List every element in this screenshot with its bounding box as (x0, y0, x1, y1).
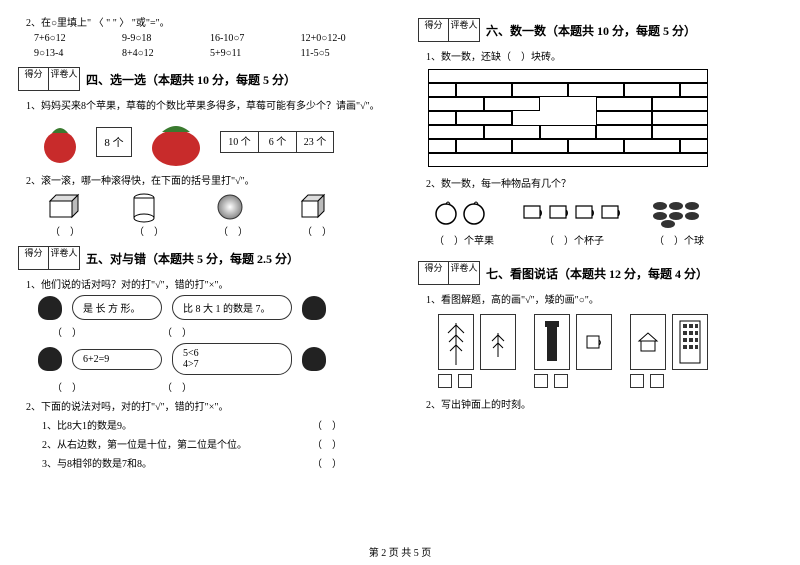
sec4-title: 四、选一选（本题共 10 分，每题 5 分） (86, 71, 296, 88)
stmt: 1、比8大1的数是9。 (42, 417, 132, 432)
sec7-q1: 1、看图解题，高的画"√"，矮的画"○"。 (426, 291, 782, 306)
balls-group (650, 198, 704, 228)
cylinder-icon (132, 193, 156, 223)
option-boxes: 10 个 6 个 23 个 (220, 131, 334, 153)
paren: （ ） (52, 379, 82, 394)
apples-group (434, 200, 490, 226)
strawberry-small-icon (38, 119, 82, 165)
grader-label: 评卷人 (449, 262, 479, 284)
page-footer: 第 2 页 共 5 页 (0, 544, 800, 559)
exp: 5+9○11 (210, 48, 281, 59)
paren: （ ） (162, 324, 192, 339)
paren: （ ） (312, 455, 342, 470)
opt: 10 个 (220, 131, 258, 153)
paren: （ ） (162, 379, 192, 394)
sec6-title: 六、数一数（本题共 10 分，每题 5 分） (486, 22, 696, 39)
opt: 6 个 (258, 131, 296, 153)
face-icon (302, 347, 326, 371)
sec7-title: 七、看图说话（本题共 12 分，每题 4 分） (486, 265, 708, 282)
cuboid-icon (48, 193, 82, 219)
checkbox[interactable] (458, 374, 472, 388)
checkbox[interactable] (630, 374, 644, 388)
bubble: 比 8 大 1 的数是 7。 (172, 295, 292, 320)
checkbox[interactable] (554, 374, 568, 388)
cups-group (520, 202, 620, 224)
paren: （ ） (134, 227, 164, 238)
score-box: 得分 评卷人 (18, 246, 80, 270)
checkbox[interactable] (534, 374, 548, 388)
grader-label: 评卷人 (449, 19, 479, 41)
face-icon (302, 296, 326, 320)
paren: （ ） (312, 417, 342, 432)
bubble: 是 长 方 形。 (72, 295, 162, 320)
sec5-q1: 1、他们说的话对吗？对的打"√"，错的打"×"。 (26, 276, 382, 291)
tree-tall-icon (438, 314, 474, 370)
sec5-title: 五、对与错（本题共 5 分，每题 2.5 分） (86, 250, 299, 267)
checkbox[interactable] (650, 374, 664, 388)
exp: 7+6○12 (34, 33, 102, 44)
paren: （ ） (312, 436, 342, 451)
cube-icon (300, 193, 328, 221)
sec5-q2: 2、下面的说法对吗，对的打"√"，错的打"×"。 (26, 398, 382, 413)
stmt: 3、与8相邻的数是7和8。 (42, 455, 152, 470)
checkbox[interactable] (438, 374, 452, 388)
sec7-q2: 2、写出钟面上的时刻。 (426, 396, 782, 411)
bubble: 6+2=9 (72, 349, 162, 370)
exp: 9○13-4 (34, 48, 102, 59)
compare-row (438, 314, 782, 388)
paren: （ ） (218, 227, 248, 238)
cup-small-icon (576, 314, 612, 370)
ball-label: （ ）个球 (654, 232, 704, 247)
score-box: 得分 评卷人 (418, 261, 480, 285)
paren: （ ） (302, 227, 332, 238)
paren: （ ） (50, 227, 80, 238)
sec4-q1: 1、妈妈买来8个苹果，草莓的个数比苹果多得多，草莓可能有多少个？请画"√"。 (26, 97, 382, 112)
exp: 16-10○7 (210, 33, 281, 44)
score-box: 得分 评卷人 (18, 67, 80, 91)
sec4-q2: 2、滚一滚，哪一种滚得快，在下面的括号里打"√"。 (26, 172, 382, 187)
face-icon (38, 296, 62, 320)
cup-label: （ ）个杯子 (544, 232, 604, 247)
exp: 9-9○18 (122, 33, 190, 44)
q2-items: 7+6○12 9-9○18 16-10○7 12+0○12-0 9○13-4 8… (34, 33, 382, 59)
q2-prompt: 2、在○里填上" 〈 " " 〉 "或"="。 (26, 14, 382, 29)
sec6-q2: 2、数一数，每一种物品有几个？ (426, 175, 782, 190)
house-icon (630, 314, 666, 370)
grader-label: 评卷人 (49, 68, 79, 90)
score-label: 得分 (19, 68, 49, 90)
sec6-q1: 1、数一数，还缺（ ）块砖。 (426, 48, 782, 63)
shape-row: （ ） （ ） （ ） （ ） (48, 193, 382, 238)
score-box: 得分 评卷人 (418, 18, 480, 42)
score-label: 得分 (419, 262, 449, 284)
tree-short-icon (480, 314, 516, 370)
exp: 12+0○12-0 (301, 33, 382, 44)
score-label: 得分 (419, 19, 449, 41)
bubble: 5<6 4>7 (172, 343, 292, 375)
face-icon (38, 347, 62, 371)
sphere-icon (216, 193, 244, 221)
strawberry-big-icon (146, 118, 206, 166)
exp: 11-5○5 (301, 48, 382, 59)
score-label: 得分 (19, 247, 49, 269)
opt: 23 个 (296, 131, 334, 153)
thermos-icon (534, 314, 570, 370)
box-8: 8 个 (96, 127, 132, 157)
apple-label: （ ）个苹果 (434, 232, 494, 247)
stmt: 2、从右边数，第一位是十位，第二位是个位。 (42, 436, 247, 451)
paren: （ ） (52, 324, 82, 339)
grader-label: 评卷人 (49, 247, 79, 269)
brick-wall (428, 69, 782, 167)
building-icon (672, 314, 708, 370)
exp: 8+4○12 (122, 48, 190, 59)
